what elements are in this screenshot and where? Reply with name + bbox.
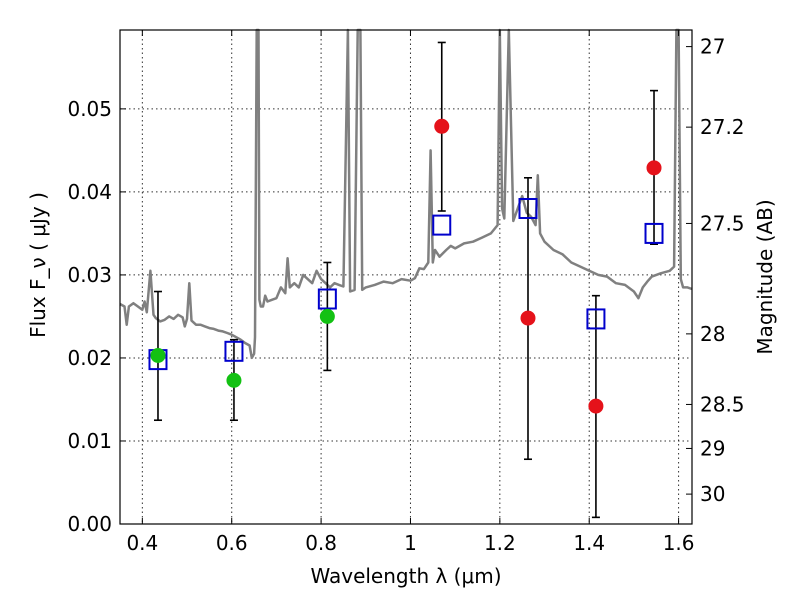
y-tick-label: 0.04 xyxy=(67,180,112,204)
x-axis-title: Wavelength λ (μm) xyxy=(310,564,501,588)
y-tick-label: 0.00 xyxy=(67,512,112,536)
x-tick-label: 1.6 xyxy=(663,531,695,555)
observed-detections-point xyxy=(150,347,166,363)
model-photometry-square xyxy=(224,340,244,362)
plot-frame xyxy=(119,29,693,525)
plot-area xyxy=(119,28,693,360)
y-ticks: 0.00 0.01 0.02 0.03 0.04 0.05 xyxy=(67,97,126,536)
y2-tick-label: 27 xyxy=(700,35,725,59)
y-tick-label: 0.01 xyxy=(67,429,112,453)
y-tick-label: 0.03 xyxy=(67,263,112,287)
x-tick-label: 0.8 xyxy=(305,531,337,555)
model-photometry-square xyxy=(432,214,452,236)
model-photometry-square xyxy=(518,198,538,220)
y2-tick-label: 29 xyxy=(700,436,725,460)
y2-axis-title: Magnitude (AB) xyxy=(753,199,777,354)
y2-tick-label: 30 xyxy=(700,482,725,506)
y-axis-title: Flux F_ν ( μJy ) xyxy=(26,192,50,338)
observed-upper-point xyxy=(646,160,662,176)
observed-upper-point xyxy=(434,118,450,134)
observed-detections-point xyxy=(226,372,242,388)
observed-upper-point xyxy=(588,398,604,414)
observed-upper-point xyxy=(520,310,536,326)
x-tick-label: 0.6 xyxy=(216,531,248,555)
model-photometry-square xyxy=(644,222,664,244)
y2-tick-label: 27.2 xyxy=(700,115,745,139)
x-tick-label: 0.4 xyxy=(126,531,158,555)
x-tick-label: 1.4 xyxy=(573,531,605,555)
observed-detections-point xyxy=(319,308,335,324)
x-tick-label: 1.2 xyxy=(484,531,516,555)
y2-tick-label: 28 xyxy=(700,322,725,346)
x-ticks: 0.4 0.6 0.8 1 1.2 1.4 1.6 xyxy=(126,30,695,555)
model-photometry-square xyxy=(586,308,606,330)
markers xyxy=(148,118,664,414)
y-tick-label: 0.02 xyxy=(67,346,112,370)
model-spectrum-line xyxy=(119,28,693,360)
y2-ticks: 27 27.2 27.5 28 28.5 29 30 xyxy=(686,35,745,506)
y2-tick-label: 27.5 xyxy=(700,211,745,235)
model-photometry-square xyxy=(317,288,337,310)
x-tick-label: 1 xyxy=(404,531,417,555)
y-tick-label: 0.05 xyxy=(67,97,112,121)
y2-tick-label: 28.5 xyxy=(700,392,745,416)
